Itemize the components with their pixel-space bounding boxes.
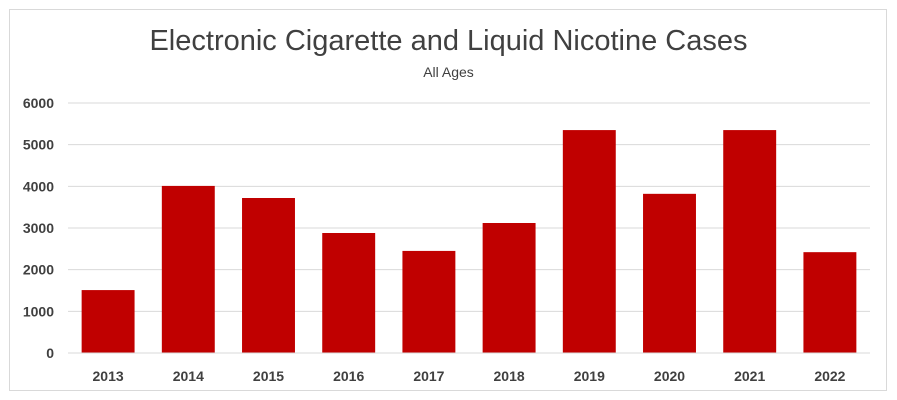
x-tick-label: 2021 (734, 368, 765, 384)
bar-2016 (322, 233, 376, 353)
x-tick-label: 2020 (654, 368, 685, 384)
y-tick-label: 5000 (23, 137, 54, 153)
chart-frame (9, 9, 887, 391)
y-tick-label: 4000 (23, 178, 54, 194)
y-tick-label: 6000 (23, 95, 54, 111)
bar-2013 (81, 290, 135, 353)
x-tick-label: 2018 (494, 368, 525, 384)
bar-2021 (723, 130, 777, 353)
bar-2018 (482, 223, 536, 353)
x-tick-label: 2016 (333, 368, 364, 384)
x-tick-label: 2013 (93, 368, 124, 384)
bar-2022 (803, 252, 857, 353)
y-tick-label: 1000 (23, 303, 54, 319)
x-tick-label: 2022 (814, 368, 845, 384)
bar-2017 (402, 250, 456, 353)
bar-2015 (242, 198, 295, 353)
bar-2019 (562, 130, 616, 353)
chart-subtitle: All Ages (423, 64, 474, 80)
y-tick-label: 2000 (23, 262, 54, 278)
x-tick-label: 2014 (173, 368, 204, 384)
bar-2020 (643, 193, 696, 353)
x-tick-label: 2017 (413, 368, 444, 384)
y-tick-label: 3000 (23, 220, 54, 236)
x-tick-label: 2019 (574, 368, 605, 384)
bar-2014 (161, 185, 215, 353)
x-tick-label: 2015 (253, 368, 284, 384)
chart-title: Electronic Cigarette and Liquid Nicotine… (149, 25, 748, 57)
y-tick-label: 0 (46, 345, 54, 361)
